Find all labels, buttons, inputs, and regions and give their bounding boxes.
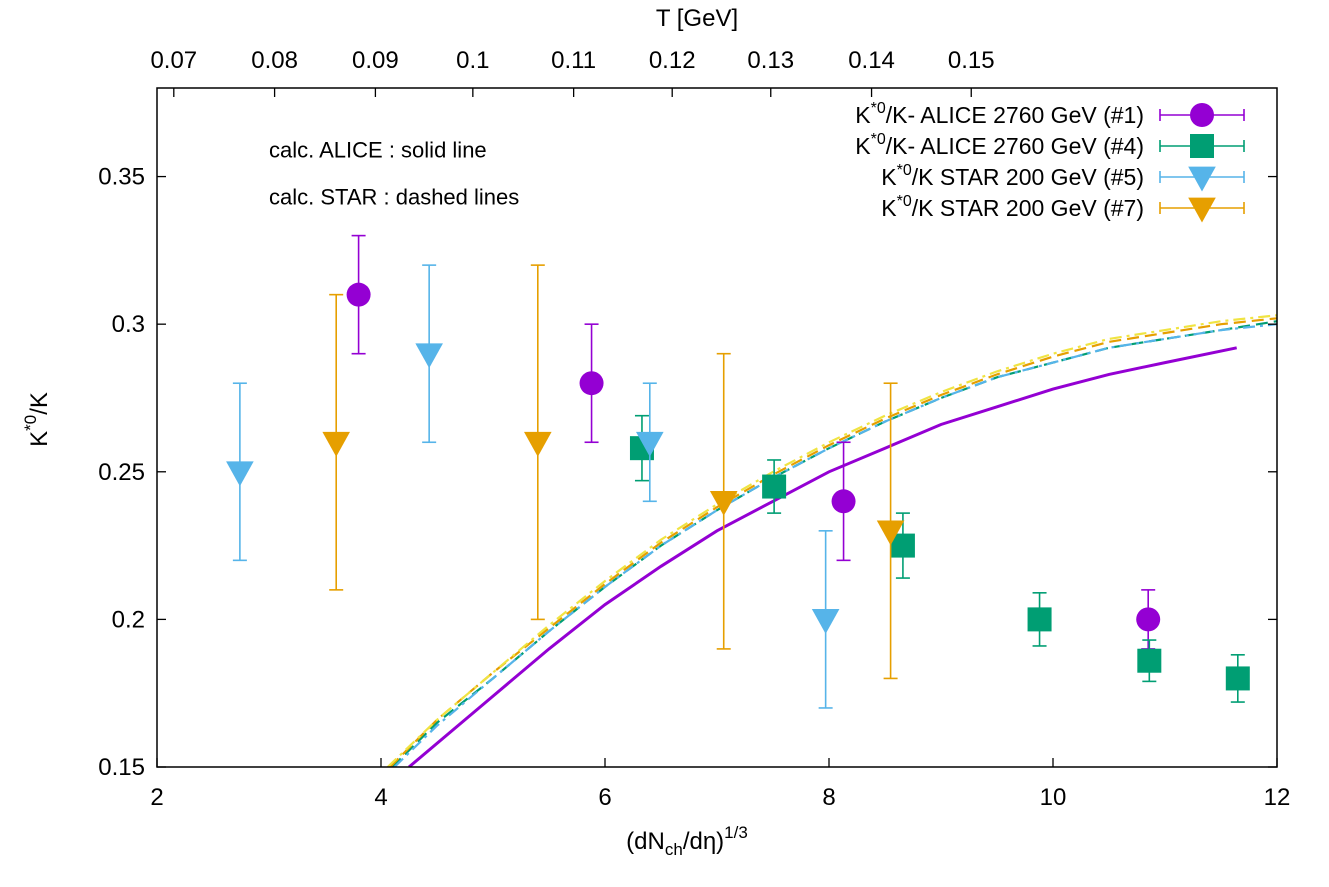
annotation: calc. ALICE : solid line: [269, 137, 487, 162]
y-tick-label: 0.2: [112, 606, 145, 633]
legend-label: K*0/K STAR 200 GeV (#5): [881, 162, 1144, 190]
x-tick-label: 6: [598, 784, 611, 811]
marker-triangle-down: [524, 431, 552, 457]
top-tick-label: 0.12: [649, 47, 696, 74]
top-tick-label: 0.15: [948, 47, 995, 74]
marker-circle: [1190, 103, 1214, 127]
top-tick-label: 0.1: [456, 47, 489, 74]
data-points: [226, 234, 1250, 709]
x-tick-label: 4: [374, 784, 387, 811]
marker-circle: [831, 489, 856, 514]
marker-square: [1225, 666, 1250, 691]
legend-entry: K*0/K STAR 200 GeV (#5): [881, 162, 1245, 192]
series-1: [346, 234, 1161, 650]
y-tick-label: 0.15: [98, 754, 145, 781]
curve-dash-dot: [386, 314, 1277, 767]
top-tick-label: 0.13: [747, 47, 794, 74]
axis-labels: T [GeV] (dNch/dη)1/3 K*0/K: [21, 5, 748, 859]
series-3: [226, 264, 840, 709]
curve-dashed: [389, 317, 1277, 767]
curve-dash-dot: [393, 323, 1277, 767]
legend-label: K*0/K STAR 200 GeV (#7): [881, 193, 1144, 221]
top-axis-label: T [GeV]: [656, 5, 738, 32]
top-tick-label: 0.07: [150, 47, 197, 74]
y-tick-label: 0.25: [98, 459, 145, 486]
marker-triangle-down: [1188, 166, 1216, 192]
top-tick-label: 0.08: [251, 47, 298, 74]
marker-square: [890, 533, 915, 558]
marker-triangle-down: [876, 520, 905, 546]
marker-square: [1190, 134, 1214, 158]
marker-square: [762, 474, 787, 499]
marker-triangle-down: [636, 431, 664, 457]
x-axis-label: (dNch/dη)1/3: [626, 823, 748, 859]
annotation: calc. STAR : dashed lines: [269, 185, 519, 210]
legend-entry: K*0/K- ALICE 2760 GeV (#1): [855, 100, 1245, 128]
marker-triangle-down: [811, 609, 840, 634]
marker-triangle-down: [322, 431, 350, 457]
top-tick-label: 0.14: [848, 47, 895, 74]
y-axis-label: K*0/K: [21, 392, 53, 447]
marker-triangle-down: [415, 343, 443, 369]
series-4: [322, 264, 905, 680]
legend-label: K*0/K- ALICE 2760 GeV (#4): [855, 131, 1144, 159]
legend-label: K*0/K- ALICE 2760 GeV (#1): [855, 100, 1144, 128]
marker-triangle-down: [1188, 197, 1216, 223]
legend-entry: K*0/K- ALICE 2760 GeV (#4): [855, 131, 1245, 159]
x-tick-label: 2: [150, 784, 163, 811]
annotations: calc. ALICE : solid line calc. STAR : das…: [269, 137, 519, 209]
curve-solid: [408, 346, 1238, 767]
marker-square: [1137, 648, 1162, 673]
legend: K*0/K- ALICE 2760 GeV (#1) K*0/K- ALICE 2…: [855, 100, 1245, 223]
marker-triangle-down: [226, 461, 254, 487]
model-curves: [386, 314, 1277, 767]
marker-circle: [1136, 607, 1161, 632]
top-tick-label: 0.11: [551, 47, 596, 74]
y-tick-label: 0.35: [98, 164, 145, 191]
marker-circle: [579, 371, 604, 396]
x-tick-label: 10: [1040, 784, 1067, 811]
marker-circle: [346, 282, 371, 307]
x-tick-label: 12: [1264, 784, 1291, 811]
y-tick-label: 0.3: [112, 311, 145, 338]
plot-frame: [156, 87, 1278, 768]
top-tick-label: 0.09: [352, 47, 399, 74]
axes: 2 4 6 8 10 12 0.15 0.2 0.25 0.3 0.35 0.07 0.08 0.09 0.…: [98, 47, 1290, 811]
marker-square: [1027, 607, 1052, 632]
marker-triangle-down: [709, 490, 738, 516]
curve-dashed: [391, 320, 1277, 767]
x-tick-label: 8: [822, 784, 835, 811]
legend-entry: K*0/K STAR 200 GeV (#7): [881, 193, 1245, 223]
